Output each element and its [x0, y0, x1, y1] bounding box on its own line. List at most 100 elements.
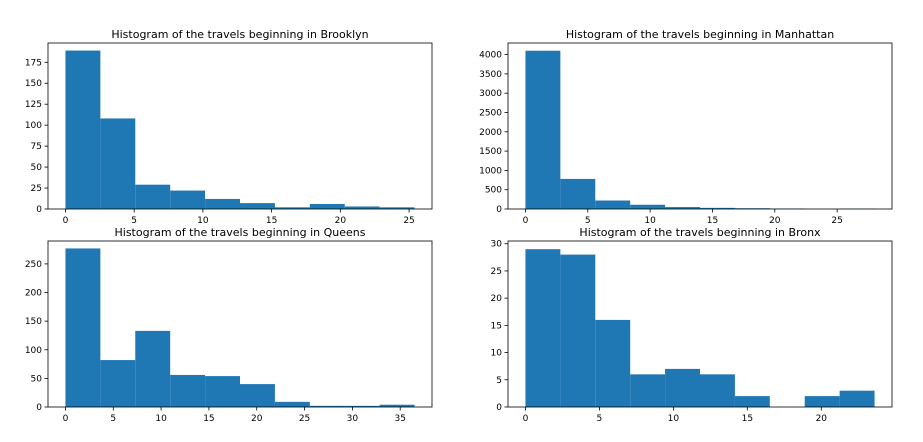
- histogram-bar: [839, 390, 875, 407]
- histogram-bar: [379, 404, 415, 407]
- histogram-bar: [135, 330, 171, 407]
- y-tick-label: 2500: [479, 108, 502, 118]
- histogram-bar: [665, 207, 700, 209]
- histogram-bar: [525, 50, 561, 209]
- x-tick-label: 20: [816, 414, 828, 424]
- histogram-bar: [595, 200, 631, 209]
- histogram-bar: [240, 203, 275, 209]
- x-tick-label: 5: [131, 216, 137, 226]
- y-tick-label: 0: [496, 205, 502, 215]
- histogram-bar: [525, 249, 561, 407]
- plot-frame: [507, 42, 893, 210]
- y-tick-label: 1500: [479, 147, 502, 157]
- histogram-bar: [205, 376, 240, 407]
- x-tick-label: 0: [523, 216, 529, 226]
- histogram-bar: [700, 207, 735, 209]
- histogram-bar: [240, 384, 275, 407]
- y-tick-label: 5: [496, 376, 502, 386]
- x-tick-label: 25: [299, 414, 310, 424]
- y-tick-label: 50: [31, 163, 43, 173]
- x-tick-label: 15: [742, 414, 753, 424]
- x-tick-label: 10: [644, 216, 656, 226]
- y-tick-label: 100: [25, 346, 42, 356]
- x-tick-label: 5: [585, 216, 591, 226]
- x-tick-label: 0: [63, 216, 69, 226]
- y-tick-label: 2000: [479, 128, 502, 138]
- y-tick-label: 250: [25, 260, 42, 270]
- histogram-bar: [560, 254, 596, 407]
- x-tick-label: 10: [668, 414, 680, 424]
- chart-title: Histogram of the travels beginning in Br…: [579, 226, 821, 239]
- x-tick-label: 0: [523, 414, 529, 424]
- histogram-bar: [309, 203, 345, 209]
- x-tick-label: 25: [831, 216, 842, 226]
- histogram-bar: [595, 319, 631, 407]
- histogram-bar: [205, 198, 240, 209]
- histogram-panel: 0 5 10 15 20 25 30 35 0 50 100 150 200 250 Histogram o…: [25, 226, 433, 424]
- y-tick-label: 1000: [479, 166, 502, 176]
- y-tick-label: 175: [25, 58, 42, 68]
- y-tick-label: 25: [31, 184, 42, 194]
- y-tick-label: 0: [36, 403, 42, 413]
- histogram-bar: [100, 118, 136, 209]
- x-tick-label: 5: [110, 414, 116, 424]
- y-tick-label: 3500: [479, 70, 502, 80]
- x-tick-label: 20: [335, 216, 347, 226]
- histogram-bar: [344, 206, 380, 209]
- x-tick-label: 15: [203, 414, 214, 424]
- y-tick-label: 30: [491, 240, 503, 250]
- y-tick-label: 200: [25, 289, 42, 299]
- histogram-bar: [170, 190, 206, 209]
- histogram-bar: [65, 50, 101, 209]
- histogram-bar: [135, 184, 171, 209]
- plot-frame: [47, 240, 433, 408]
- y-tick-label: 75: [31, 142, 42, 152]
- histogram-bar: [560, 178, 596, 209]
- x-tick-label: 10: [155, 414, 167, 424]
- x-tick-label: 35: [394, 414, 405, 424]
- x-tick-label: 25: [403, 216, 414, 226]
- y-tick-label: 500: [485, 186, 502, 196]
- y-tick-label: 150: [25, 317, 42, 327]
- y-tick-label: 0: [496, 403, 502, 413]
- y-tick-label: 4000: [479, 51, 502, 61]
- histogram-bar: [630, 204, 666, 209]
- x-tick-label: 15: [707, 216, 718, 226]
- y-tick-label: 150: [25, 79, 42, 89]
- chart-title: Histogram of the travels beginning in Ma…: [566, 28, 834, 41]
- y-tick-label: 15: [491, 321, 502, 331]
- plot-frame: [507, 240, 893, 408]
- histogram-bar: [344, 405, 380, 407]
- x-tick-label: 20: [251, 414, 263, 424]
- x-tick-label: 15: [266, 216, 277, 226]
- histogram-bar: [65, 248, 101, 407]
- histogram-bar: [274, 401, 310, 407]
- y-tick-label: 50: [31, 374, 43, 384]
- histogram-bar: [665, 368, 700, 407]
- y-tick-label: 100: [25, 121, 42, 131]
- plot-frame: [47, 42, 433, 210]
- x-tick-label: 10: [197, 216, 209, 226]
- histogram-bar: [170, 374, 206, 407]
- histogram-bar: [630, 374, 666, 407]
- histogram-panel: 0 5 10 15 20 25 0 500 1000 1500 2000 2500 3000 3500 40…: [479, 28, 893, 226]
- histogram-bar: [274, 207, 310, 209]
- y-tick-label: 0: [36, 205, 42, 215]
- histogram-bar: [309, 405, 345, 407]
- histogram-panel: 0 5 10 15 20 25 0 25 50 75 100 125 150 175 Histogram o…: [25, 28, 433, 226]
- x-tick-label: 5: [597, 414, 603, 424]
- chart-title: Histogram of the travels beginning in Qu…: [115, 226, 366, 239]
- y-tick-label: 3000: [479, 89, 502, 99]
- x-tick-label: 20: [769, 216, 781, 226]
- histogram-bar: [100, 360, 136, 407]
- y-tick-label: 20: [491, 294, 503, 304]
- histogram-bar: [379, 207, 415, 209]
- x-tick-label: 30: [347, 414, 359, 424]
- histogram-bar: [734, 396, 770, 407]
- x-tick-label: 0: [63, 414, 69, 424]
- y-tick-label: 125: [25, 100, 42, 110]
- y-tick-label: 25: [491, 267, 502, 277]
- histogram-panel: 0 5 10 15 20 0 5 10 15 20 25 30 Histogram of the tra…: [491, 226, 893, 424]
- chart-title: Histogram of the travels beginning in Br…: [111, 28, 368, 41]
